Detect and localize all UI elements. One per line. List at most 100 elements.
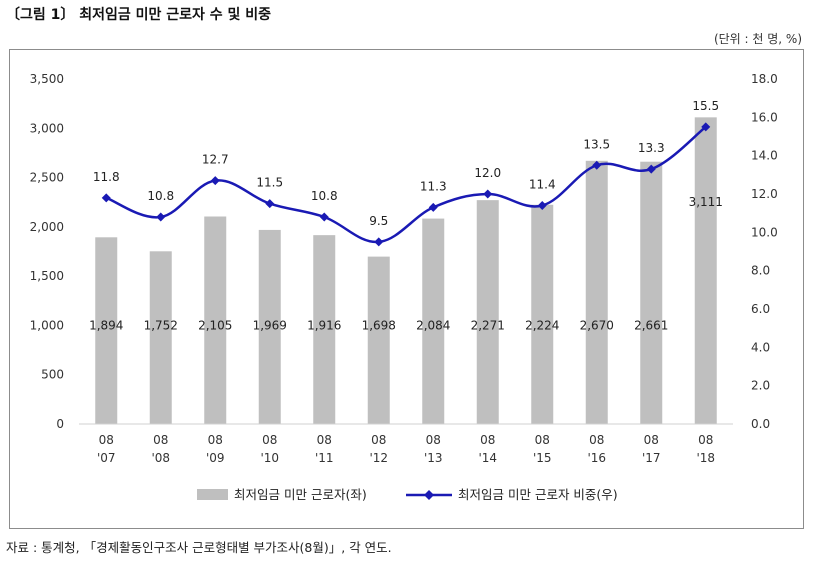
x-tick-label-month: 08: [153, 433, 168, 447]
x-tick-label-month: 08: [317, 433, 332, 447]
x-tick-label-year: '10: [260, 451, 279, 465]
bar: [313, 235, 336, 424]
y-left-tick-label: 3,000: [30, 121, 64, 135]
bar-value-label: 2,084: [416, 318, 450, 332]
bar-value-label: 1,894: [89, 318, 123, 332]
x-tick-label-month: 08: [698, 433, 713, 447]
ratio-point: [265, 199, 275, 209]
y-left-tick-label: 2,500: [30, 171, 64, 185]
x-tick-label-month: 08: [535, 433, 550, 447]
ratio-value-label: 15.5: [692, 99, 719, 113]
figure-title: 〔그림 1〕 최저임금 미만 근로자 수 및 비중: [6, 7, 272, 23]
bar: [367, 256, 390, 424]
bar: [476, 200, 499, 424]
x-tick-label-year: '13: [424, 451, 443, 465]
ratio-point: [374, 237, 384, 247]
ratio-point: [428, 202, 438, 212]
bar-value-label: 1,969: [253, 318, 287, 332]
x-tick-label-month: 08: [208, 433, 223, 447]
y-right-tick-label: 6.0: [751, 302, 770, 316]
ratio-value-label: 13.3: [638, 141, 665, 155]
y-left-tick-label: 2,000: [30, 220, 64, 234]
ratio-line: [105, 125, 707, 244]
bar: [640, 161, 663, 425]
legend-line-marker: [424, 490, 434, 500]
bar: [258, 229, 281, 424]
ratio-value-label: 12.0: [474, 166, 501, 180]
x-tick-label-year: '16: [587, 451, 606, 465]
x-tick-label-year: '12: [369, 451, 388, 465]
x-tick-label-year: '09: [206, 451, 225, 465]
bar: [531, 204, 554, 424]
ratio-point: [101, 193, 111, 203]
x-tick-label-month: 08: [480, 433, 495, 447]
x-tick-label-month: 08: [644, 433, 659, 447]
bar: [204, 216, 227, 424]
ratio-point: [156, 212, 166, 222]
x-tick-label-year: '18: [696, 451, 715, 465]
ratio-value-label: 11.3: [420, 179, 447, 193]
ratio-value-label: 10.8: [147, 189, 174, 203]
y-right-tick-label: 12.0: [751, 187, 778, 201]
bar-value-label: 1,698: [362, 318, 396, 332]
ratio-value-label: 11.4: [529, 178, 556, 192]
y-right-tick-label: 8.0: [751, 264, 770, 278]
y-right-tick-label: 0.0: [751, 417, 770, 431]
x-tick-label-year: '17: [642, 451, 661, 465]
x-tick-label-year: '15: [533, 451, 552, 465]
combo-chart: 0 500 1,000 1,500 2,000 2,500 3,000 3,500 0.0 2.0…: [30, 72, 778, 502]
legend-bar-swatch: [197, 489, 228, 500]
ratio-point: [537, 201, 547, 210]
ratio-point: [483, 189, 493, 199]
y-right-tick-label: 14.0: [751, 149, 778, 163]
ratio-value-label: 10.8: [311, 189, 338, 203]
y-right-tick-label: 18.0: [751, 72, 778, 86]
ratio-value-label: 11.8: [93, 170, 120, 184]
legend-line-label: 최저임금 미만 근로자 비중(우): [458, 487, 618, 502]
x-tick-label-month: 08: [99, 433, 114, 447]
source-note: 자료 : 통계청, 「경제활동인구조사 근로형태별 부가조사(8월)」, 각 연…: [6, 540, 392, 555]
bar-value-label: 1,752: [144, 318, 178, 332]
y-right-tick-label: 10.0: [751, 225, 778, 239]
ratio-point: [319, 212, 329, 222]
y-right-tick-label: 2.0: [751, 379, 770, 393]
y-right-tick-label: 16.0: [751, 110, 778, 124]
y-left-tick-label: 0: [56, 417, 64, 431]
y-left-tick-label: 3,500: [30, 72, 64, 86]
y-right-tick-label: 4.0: [751, 340, 770, 354]
bar: [694, 117, 717, 424]
y-left-tick-label: 500: [41, 368, 64, 382]
ratio-point: [646, 164, 656, 174]
chart-frame: 0 500 1,000 1,500 2,000 2,500 3,000 3,500 0.0 2.0…: [9, 49, 804, 529]
x-tick-label-year: '11: [315, 451, 334, 465]
unit-label: (단위 : 천 명, %): [713, 32, 802, 46]
ratio-point: [701, 122, 711, 132]
bar: [422, 218, 445, 424]
x-tick-label-year: '08: [151, 451, 170, 465]
bar: [585, 160, 608, 425]
x-tick-label-month: 08: [371, 433, 386, 447]
bar-value-label: 1,916: [307, 318, 341, 332]
ratio-value-label: 13.5: [583, 137, 610, 151]
bar-value-label: 2,224: [525, 318, 559, 332]
bar-value-label: 2,271: [471, 318, 505, 332]
bar-value-label: 2,670: [580, 318, 614, 332]
bar-value-label: 2,661: [634, 318, 668, 332]
x-tick-label-month: 08: [262, 433, 277, 447]
bar-value-label: 2,105: [198, 318, 232, 332]
bar: [95, 237, 118, 424]
ratio-point: [210, 176, 220, 186]
legend-bar-label: 최저임금 미만 근로자(좌): [234, 487, 367, 502]
bar-value-label: 3,111: [689, 195, 723, 209]
bar: [149, 251, 172, 424]
x-tick-label-year: '14: [478, 451, 497, 465]
ratio-value-label: 9.5: [369, 214, 388, 228]
ratio-value-label: 12.7: [202, 153, 229, 167]
ratio-value-label: 11.5: [256, 176, 283, 190]
y-left-tick-label: 1,000: [30, 318, 64, 332]
x-tick-label-month: 08: [589, 433, 604, 447]
x-tick-label-year: '07: [97, 451, 116, 465]
ratio-point: [592, 160, 602, 170]
y-left-tick-label: 1,500: [30, 269, 64, 283]
x-tick-label-month: 08: [426, 433, 441, 447]
